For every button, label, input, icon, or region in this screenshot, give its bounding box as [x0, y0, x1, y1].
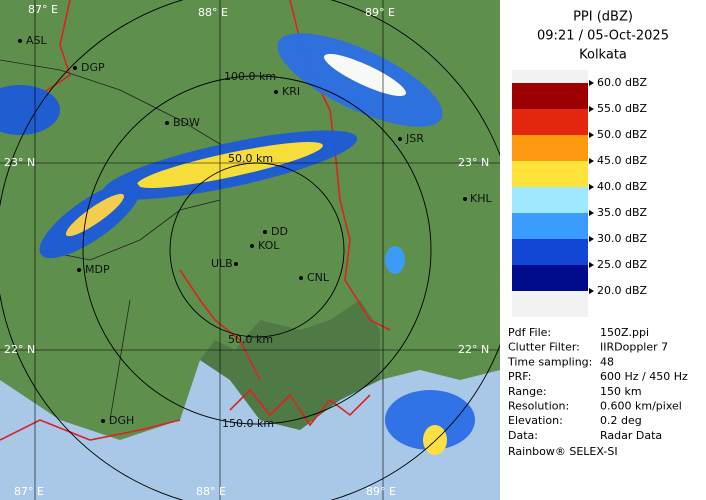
scale-tick	[589, 236, 594, 242]
scale-tick	[589, 158, 594, 164]
info-value: 0.2 deg	[600, 414, 642, 427]
echoes	[0, 33, 475, 455]
scale-band	[512, 239, 588, 265]
place-label: ASL	[26, 34, 48, 47]
panel-site: Kolkata	[579, 48, 627, 63]
grid-label: 23° N	[458, 156, 489, 169]
map: 87° E 88° E 89° E 88° E 89° E 87° E 23° …	[0, 0, 500, 500]
info-key: Pdf File:	[508, 326, 551, 339]
info-key: Resolution:	[508, 400, 569, 413]
place-label: KOL	[258, 239, 280, 252]
panel-time: 09:21 / 05-Oct-2025	[537, 29, 669, 44]
ring-label: 100.0 km	[224, 70, 276, 83]
scale-tick	[589, 288, 594, 294]
scale-band	[512, 265, 588, 291]
scale-label: 20.0 dBZ	[597, 284, 648, 297]
info-value: 48	[600, 355, 614, 368]
scale-label: 35.0 dBZ	[597, 206, 648, 219]
scale-tick	[589, 106, 594, 112]
scale-band	[512, 135, 588, 161]
info-key: PRF:	[508, 370, 531, 383]
place-label: DGH	[109, 414, 134, 427]
places: ASL DGP BDW KRI JSR KHL DD KOL ULB CNL M…	[18, 34, 492, 427]
grid-label: 22° N	[4, 343, 35, 356]
place-label: KHL	[470, 192, 492, 205]
scale-band	[512, 213, 588, 239]
info-value: 150Z.ppi	[600, 326, 649, 339]
scale-tick	[589, 210, 594, 216]
graticule	[0, 0, 500, 500]
scale-underflow	[512, 291, 588, 317]
place-label: JSR	[405, 132, 424, 145]
ring-label: 150.0 km	[222, 417, 274, 430]
scale-label: 30.0 dBZ	[597, 232, 648, 245]
scale-tick	[589, 184, 594, 190]
footer: Rainbow® SELEX-SI	[508, 445, 618, 458]
info-value: 150 km	[600, 385, 642, 398]
info-key: Time sampling:	[507, 355, 592, 368]
info-value: 600 Hz / 450 Hz	[600, 370, 688, 383]
grid-label: 88° E	[198, 6, 228, 19]
scale-label: 45.0 dBZ	[597, 154, 648, 167]
place-label: DGP	[81, 61, 105, 74]
scale-tick	[589, 262, 594, 268]
grid-label: 89° E	[366, 485, 396, 498]
place-label: MDP	[85, 263, 110, 276]
grid-label: 22° N	[458, 343, 489, 356]
side-panel: PPI (dBZ) 09:21 / 05-Oct-2025 Kolkata 60…	[507, 10, 688, 459]
info-value: Radar Data	[600, 429, 662, 442]
ring-label: 50.0 km	[228, 333, 273, 346]
place-label: CNL	[307, 271, 330, 284]
scale-band	[512, 161, 588, 187]
info-key: Data:	[508, 429, 538, 442]
place-label: ULB	[211, 257, 233, 270]
ring-label: 50.0 km	[228, 152, 273, 165]
grid-label: 89° E	[365, 6, 395, 19]
scale-label: 25.0 dBZ	[597, 258, 648, 271]
scale-label: 40.0 dBZ	[597, 180, 648, 193]
scale-band	[512, 109, 588, 135]
scale-band	[512, 187, 588, 213]
grid-label: 87° E	[28, 3, 58, 16]
panel-title: PPI (dBZ)	[573, 10, 633, 25]
info-table: Pdf File: 150Z.ppi Clutter Filter: IIRDoppl…	[507, 326, 688, 442]
scale-band	[512, 83, 588, 109]
sea	[0, 360, 500, 500]
grid-label: 88° E	[196, 485, 226, 498]
scale-label: 55.0 dBZ	[597, 102, 648, 115]
info-key: Range:	[508, 385, 547, 398]
info-key: Clutter Filter:	[508, 341, 580, 354]
place-label: DD	[271, 225, 288, 238]
info-key: Elevation:	[508, 414, 563, 427]
scale-tick	[589, 132, 594, 138]
grid-label: 23° N	[4, 156, 35, 169]
color-scale: 60.0 dBZ 55.0 dBZ 50.0 dBZ 45.0 dBZ 40.0 dBZ…	[512, 76, 648, 297]
scale-overflow	[512, 70, 588, 83]
scale-label: 50.0 dBZ	[597, 128, 648, 141]
place-label: KRI	[282, 85, 300, 98]
grid-label: 87° E	[14, 485, 44, 498]
info-value: IIRDoppler 7	[600, 341, 668, 354]
scale-label: 60.0 dBZ	[597, 76, 648, 89]
place-label: BDW	[173, 116, 200, 129]
info-value: 0.600 km/pixel	[600, 400, 682, 413]
delta	[200, 300, 380, 430]
scale-tick	[589, 80, 594, 86]
